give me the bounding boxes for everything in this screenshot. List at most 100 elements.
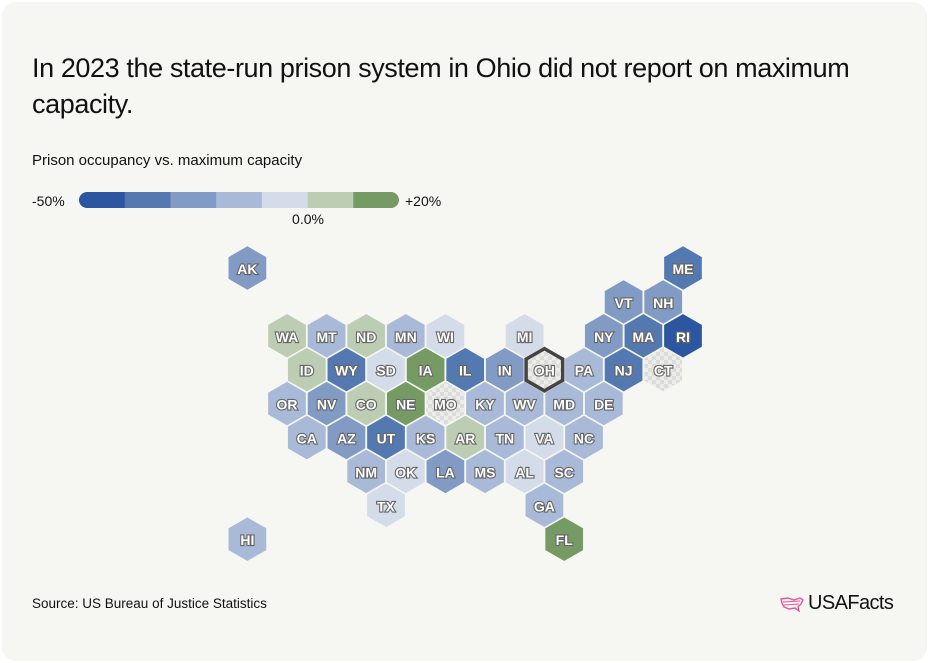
state-label: AR: [455, 431, 475, 447]
state-hex-va[interactable]: VA: [524, 414, 565, 461]
state-hex-shape: [543, 515, 585, 563]
state-label: HI: [240, 532, 254, 548]
state-hex-ga[interactable]: GA: [524, 481, 565, 529]
state-hex-ct[interactable]: CT: [642, 346, 684, 394]
color-legend: [79, 192, 399, 208]
state-hex-ri[interactable]: RI: [662, 312, 704, 360]
state-label: AZ: [337, 431, 356, 447]
state-label: PA: [575, 363, 593, 379]
state-label: TN: [495, 431, 514, 447]
state-label: NM: [355, 464, 377, 480]
state-label: MA: [633, 329, 655, 345]
state-hex-wv[interactable]: WV: [504, 380, 545, 428]
state-label: NV: [317, 397, 337, 413]
state-hex-tn[interactable]: TN: [484, 414, 526, 461]
state-label: MS: [475, 464, 496, 480]
legend-bin: [307, 192, 354, 208]
state-hex-mt[interactable]: MT: [306, 312, 347, 360]
state-hex-il[interactable]: IL: [444, 346, 486, 394]
state-label: ID: [300, 363, 314, 379]
state-hex-shape: [227, 244, 268, 292]
us-map-logo-icon: [780, 596, 804, 612]
state-label: WV: [513, 397, 536, 413]
state-label: OH: [534, 363, 555, 379]
state-hex-ar[interactable]: AR: [444, 414, 486, 461]
state-label: AL: [515, 464, 534, 480]
state-label: NH: [653, 295, 673, 311]
state-label: GA: [534, 498, 555, 514]
state-hex-mi[interactable]: MI: [504, 312, 545, 360]
state-hex-in[interactable]: IN: [484, 346, 526, 394]
legend-bin: [79, 192, 126, 208]
state-hex-co[interactable]: CO: [345, 380, 387, 428]
legend-max-label: +20%: [405, 193, 441, 209]
state-hex-ca[interactable]: CA: [286, 414, 328, 461]
state-label: NE: [396, 397, 415, 413]
state-hex-de[interactable]: DE: [583, 380, 625, 428]
highlight-outline: [524, 346, 565, 393]
state-hex-ks[interactable]: KS: [405, 414, 446, 461]
state-hex-ak[interactable]: AK: [227, 244, 268, 292]
legend-bin: [353, 192, 399, 208]
state-label: MI: [517, 329, 533, 345]
state-hex-nd[interactable]: ND: [345, 312, 387, 360]
state-label: OK: [395, 464, 416, 480]
legend-bin: [261, 192, 309, 208]
state-hex-wi[interactable]: WI: [425, 312, 466, 360]
state-hex-shape: [365, 481, 407, 529]
state-label: CT: [654, 363, 673, 379]
state-hex-shape: [227, 515, 268, 563]
state-label: KY: [475, 397, 495, 413]
state-hex-sd[interactable]: SD: [365, 346, 407, 394]
state-hex-nm[interactable]: NM: [345, 447, 387, 495]
legend-bin: [216, 192, 263, 208]
usafacts-logo[interactable]: USAFacts: [780, 592, 894, 615]
state-label: CA: [297, 431, 317, 447]
state-hex-me[interactable]: ME: [662, 244, 704, 292]
state-label: MT: [316, 329, 337, 345]
legend-bin: [124, 192, 171, 208]
state-hex-sc[interactable]: SC: [543, 447, 585, 495]
state-label: RI: [676, 329, 690, 345]
state-label: WI: [437, 329, 454, 345]
state-label: NC: [574, 431, 594, 447]
state-label: AK: [237, 261, 257, 277]
state-label: MD: [553, 397, 575, 413]
source-note: Source: US Bureau of Justice Statistics: [32, 596, 267, 611]
state-hex-nj[interactable]: NJ: [603, 346, 644, 394]
state-label: SD: [376, 363, 395, 379]
state-hex-ia[interactable]: IA: [405, 346, 446, 394]
state-label: WA: [276, 329, 299, 345]
state-label: CO: [356, 397, 377, 413]
state-label: NY: [594, 329, 614, 345]
state-label: KS: [416, 431, 435, 447]
state-label: MO: [434, 397, 457, 413]
state-hex-hi[interactable]: HI: [227, 515, 268, 563]
state-hex-nh[interactable]: NH: [642, 278, 684, 326]
legend-bin: [170, 192, 217, 208]
state-label: IL: [459, 363, 472, 379]
state-hex-ok[interactable]: OK: [385, 447, 427, 495]
state-label: VT: [615, 295, 633, 311]
state-label: VA: [535, 431, 553, 447]
state-label: NJ: [615, 363, 633, 379]
state-label: DE: [594, 397, 613, 413]
chart-title: In 2023 the state-run prison system in O…: [32, 53, 850, 119]
state-label: OR: [277, 397, 298, 413]
state-hex-fl[interactable]: FL: [543, 515, 585, 563]
state-label: SC: [554, 464, 573, 480]
state-label: UT: [377, 431, 396, 447]
state-label: LA: [436, 464, 455, 480]
state-label: IA: [419, 363, 433, 379]
state-hex-mn[interactable]: MN: [385, 312, 427, 360]
state-hex-ma[interactable]: MA: [623, 312, 664, 360]
state-hex-az[interactable]: AZ: [326, 414, 367, 461]
state-label: TX: [377, 498, 396, 514]
state-label: MN: [395, 329, 417, 345]
state-hex-tx[interactable]: TX: [365, 481, 407, 529]
legend-min-label: -50%: [32, 193, 65, 209]
logo-text: USAFacts: [808, 592, 894, 614]
state-hex-ny[interactable]: NY: [583, 312, 625, 360]
state-hex-mo[interactable]: MO: [425, 380, 466, 428]
